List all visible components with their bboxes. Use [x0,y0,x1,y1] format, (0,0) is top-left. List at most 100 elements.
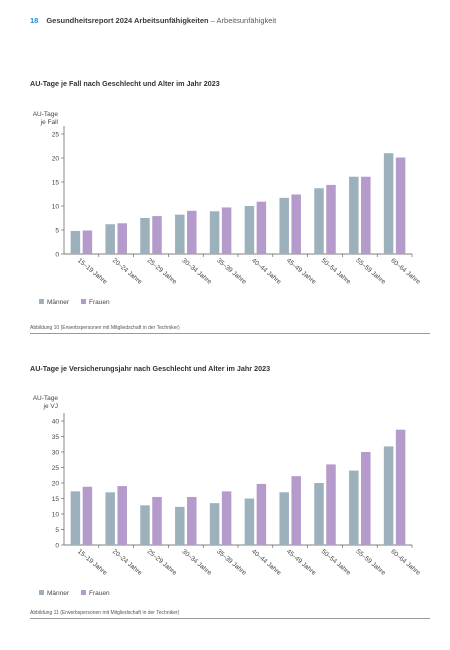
y-tick-label: 15 [52,179,60,186]
bar-maenner [349,470,359,545]
x-tick-label: 40–44 Jahre [250,548,282,577]
y-axis-label: je VJ [43,403,58,410]
x-tick-label: 45–49 Jahre [285,548,317,577]
x-tick-label: 50–54 Jahre [320,257,352,286]
bar-frauen [291,194,301,254]
legend-label: Männer [47,590,70,597]
y-tick-label: 15 [52,496,60,503]
bar-frauen [256,483,267,545]
figure-caption: Abbildung 11 (Erwerbspersonen mit Mitgli… [30,610,180,616]
y-tick-label: 20 [52,155,60,162]
divider [30,333,430,334]
y-tick-label: 10 [52,511,60,518]
x-tick-label: 25–29 Jahre [146,257,178,286]
y-tick-label: 20 [52,480,60,487]
bar-maenner [175,506,185,545]
y-tick-label: 0 [55,542,59,549]
chart-title: AU-Tage je Versicherungsjahr nach Geschl… [30,364,271,373]
x-tick-label: 15–19 Jahre [76,548,108,577]
legend-swatch-maenner [39,590,44,595]
y-tick-label: 40 [52,418,60,425]
bar-maenner [279,197,289,254]
bar-frauen [256,201,267,254]
bar-maenner [279,492,289,545]
bar-chart-au-tage-je-fall: AU-Tage je Fall 0 5 10 15 20 25 15–19 Jahre 20–24… [0,104,450,314]
bar-maenner [140,505,150,545]
bar-frauen [326,184,336,254]
bar-frauen [395,157,406,254]
bar-frauen [82,230,93,254]
x-tick-label: 35–39 Jahre [215,548,247,577]
bar-frauen [187,496,197,545]
page-number: 18 [30,16,39,25]
y-tick-label: 35 [52,434,60,441]
bar-maenner [314,483,324,545]
y-tick-label: 25 [52,131,60,138]
x-tick-label: 35–39 Jahre [215,257,247,286]
bar-frauen [291,476,301,545]
bar-frauen [221,207,232,254]
x-tick-label: 45–49 Jahre [285,257,317,286]
bar-maenner [140,218,150,254]
legend-label: Frauen [89,299,110,306]
bar-frauen [82,486,93,545]
legend-swatch-frauen [81,590,86,595]
bar-maenner [244,206,255,254]
document-title: Gesundheitsreport 2024 Arbeitsunfähigkei… [46,16,209,25]
x-tick-label: 60–64 Jahre [389,548,421,577]
y-tick-label: 5 [55,227,59,234]
legend-label: Frauen [89,590,110,597]
bar-maenner [383,446,394,545]
bar-maenner [105,224,115,254]
y-tick-label: 10 [52,203,60,210]
page-header: 18 Gesundheitsreport 2024 Arbeitsunfähigk… [30,16,276,25]
bar-frauen [221,491,232,545]
figure-caption: Abbildung 10 (Erwerbspersonen mit Mitgli… [30,325,180,331]
divider [30,618,430,619]
bar-frauen [117,486,127,545]
bar-frauen [326,464,336,545]
bar-maenner [209,503,220,545]
bar-maenner [209,211,220,254]
bar-maenner [105,492,115,545]
x-tick-label: 50–54 Jahre [320,548,352,577]
x-tick-label: 25–29 Jahre [146,548,178,577]
y-axis-label: AU-Tage [33,395,59,402]
y-tick-label: 25 [52,465,60,472]
bar-frauen [117,223,127,254]
legend-swatch-frauen [81,299,86,304]
bar-chart-au-tage-je-vj: AU-Tage je VJ 0 5 10 15 20 25 30 35 40 15–19 Jahre 2… [0,388,450,608]
y-axis-label: AU-Tage [33,111,59,118]
x-tick-label: 15–19 Jahre [76,257,108,286]
bar-maenner [349,176,359,254]
document-subtitle: – Arbeitsunfähigkeit [210,16,277,25]
chart-title: AU-Tage je Fall nach Geschlecht und Alte… [30,79,220,88]
bar-maenner [314,188,324,254]
x-tick-label: 55–59 Jahre [355,257,387,286]
x-tick-label: 20–24 Jahre [111,257,143,286]
legend-label: Männer [47,299,70,306]
x-tick-label: 40–44 Jahre [250,257,282,286]
legend-swatch-maenner [39,299,44,304]
bar-frauen [361,176,371,254]
y-tick-label: 0 [55,251,59,258]
bar-maenner [383,153,394,254]
bar-frauen [395,429,406,545]
x-tick-label: 30–34 Jahre [181,257,213,286]
bar-maenner [70,230,81,254]
x-tick-label: 30–34 Jahre [181,548,213,577]
bar-frauen [152,216,162,254]
bar-maenner [175,214,185,254]
bar-maenner [244,498,255,545]
x-tick-label: 55–59 Jahre [355,548,387,577]
bar-maenner [70,491,81,545]
bar-frauen [152,496,162,545]
y-tick-label: 30 [52,449,60,456]
y-tick-label: 5 [55,527,59,534]
x-tick-label: 20–24 Jahre [111,548,143,577]
bar-frauen [187,210,197,254]
y-axis-label: je Fall [40,119,59,126]
bar-frauen [361,452,371,545]
